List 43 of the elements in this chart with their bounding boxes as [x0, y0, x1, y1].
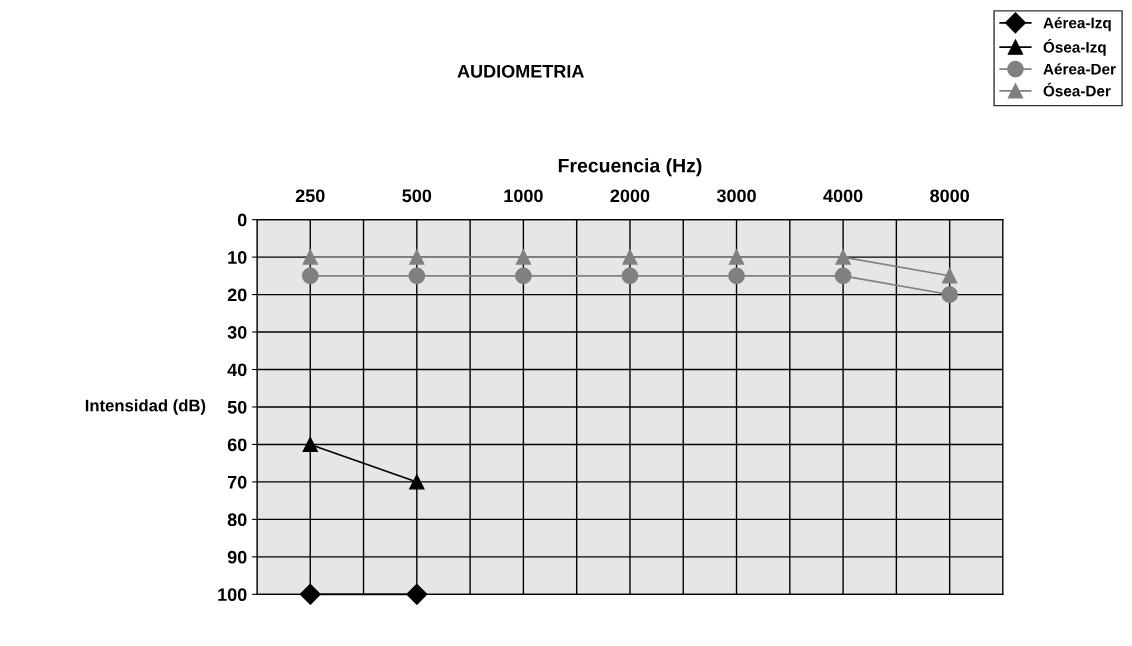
x-tick-label: 4000 — [823, 189, 863, 203]
point — [302, 249, 318, 265]
x-tick-label: 1000 — [504, 189, 543, 203]
y-tick-label: 0 — [237, 213, 247, 227]
point — [409, 249, 425, 265]
y-tick-label: 40 — [227, 363, 247, 377]
point — [834, 267, 852, 285]
point — [299, 583, 321, 605]
legend-label: Ósea-Der — [1043, 82, 1111, 97]
legend-label: Aérea-Izq — [1043, 16, 1111, 32]
y-axis-title: Intensidad (dB) — [85, 399, 206, 415]
point — [621, 267, 639, 285]
y-tick-label: 60 — [227, 438, 247, 452]
point — [515, 249, 532, 265]
point — [409, 474, 425, 490]
y-tick-label: 90 — [227, 550, 247, 564]
x-axis-title: Frecuencia (Hz) — [558, 158, 702, 177]
y-tick-label: 30 — [227, 325, 247, 339]
y-tick-label: 20 — [227, 288, 247, 302]
y-tick-label: 50 — [227, 400, 247, 414]
x-tick-label: 3000 — [716, 189, 756, 203]
point — [728, 267, 745, 285]
y-tick-label: 70 — [227, 475, 247, 489]
chart-title: AUDIOMETRIA — [457, 64, 584, 78]
point — [835, 249, 851, 265]
legend-label: Aérea-Der — [1043, 63, 1116, 75]
legend-label: Ósea-Izq — [1043, 38, 1106, 56]
x-tick-label: 8000 — [930, 189, 970, 203]
x-tick-label: 500 — [402, 189, 432, 203]
point — [302, 436, 318, 453]
point — [406, 583, 428, 605]
y-tick-label: 80 — [227, 513, 247, 527]
point — [408, 267, 426, 285]
point — [622, 249, 638, 265]
point — [942, 268, 958, 284]
y-tick-label: 10 — [228, 251, 247, 264]
point — [941, 286, 959, 303]
x-tick-label: 2000 — [610, 189, 650, 203]
point — [515, 267, 532, 285]
y-tick-label: 100 — [218, 588, 247, 602]
x-tick-label: 250 — [295, 189, 325, 203]
point — [301, 267, 319, 285]
point — [728, 249, 745, 265]
